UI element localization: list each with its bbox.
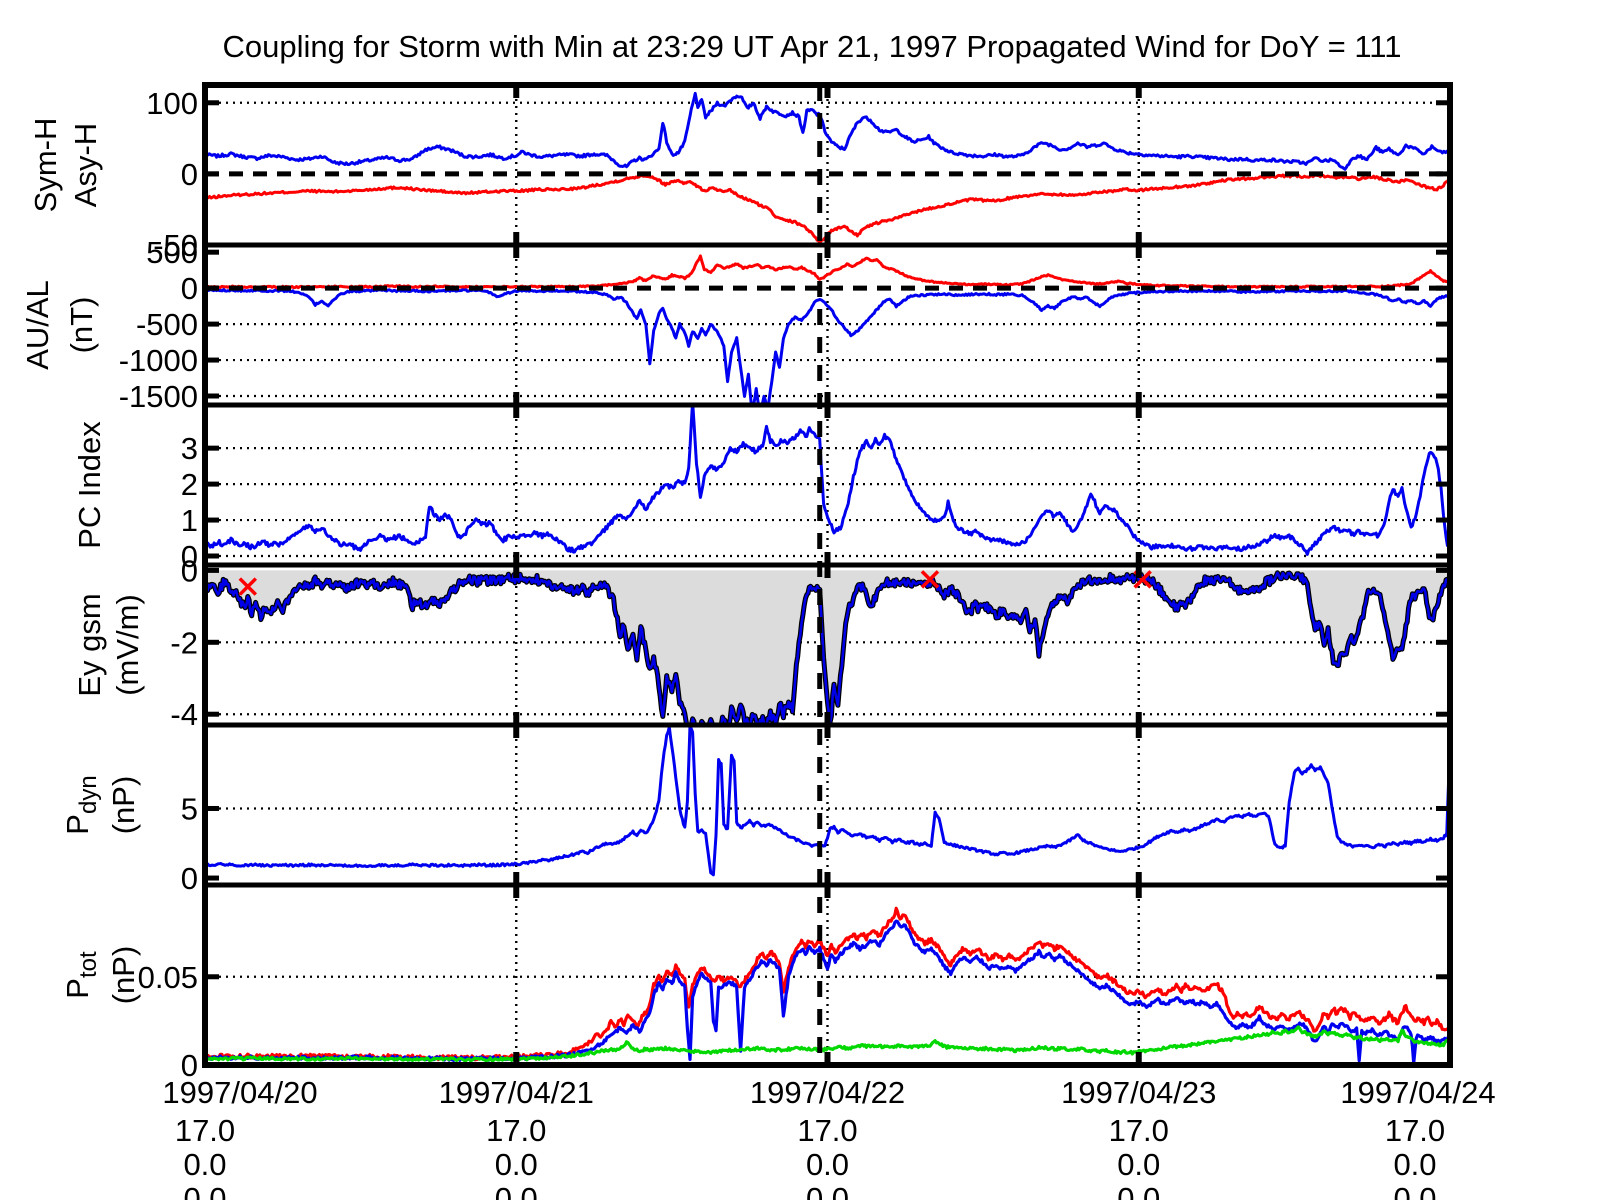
chart-title: Coupling for Storm with Min at 23:29 UT … bbox=[223, 29, 1402, 64]
ytick-label-au_al: -1000 bbox=[119, 343, 198, 378]
ytick-label-pc_index: 3 bbox=[181, 431, 198, 466]
ytick-label-au_al: -500 bbox=[136, 307, 198, 342]
panel-p_tot bbox=[205, 885, 1450, 1065]
ytick-label-p_dyn: 5 bbox=[181, 791, 198, 826]
ytick-label-pc_index: 1 bbox=[181, 503, 198, 538]
panel-p_dyn bbox=[205, 725, 1450, 885]
x-marker bbox=[920, 570, 940, 589]
panel-label-p_tot-0: Ptot bbox=[60, 951, 102, 999]
panel-label-p_tot-1: (nP) bbox=[106, 946, 141, 1005]
plot-border bbox=[202, 82, 1453, 1068]
xtick-row-2: 0.0 bbox=[183, 1147, 226, 1182]
ytick-label-ey_gsm: -2 bbox=[170, 625, 198, 660]
xtick-date: 1997/04/22 bbox=[750, 1075, 905, 1110]
panel-label-sym_asy-1: Asy-H bbox=[68, 123, 103, 207]
xtick-date: 1997/04/20 bbox=[162, 1075, 317, 1110]
xtick-row-3: 0.0 bbox=[1117, 1181, 1160, 1200]
series-Sym-H bbox=[205, 91, 1450, 171]
ytick-label-pc_index: 0 bbox=[181, 539, 198, 574]
ytick-label-au_al: 500 bbox=[146, 235, 198, 270]
xtick-row-2: 0.0 bbox=[495, 1147, 538, 1182]
series-fill-Ey bbox=[205, 570, 1450, 725]
xtick-date: 1997/04/23 bbox=[1061, 1075, 1216, 1110]
ytick-label-sym_asy: 100 bbox=[146, 86, 198, 121]
panel-label-au_al-0: AU/AL bbox=[20, 280, 55, 370]
panel-label-p_dyn-0: Pdyn bbox=[60, 775, 102, 834]
panel-label-sub: tot bbox=[75, 951, 102, 978]
xtick-row-1: 17.0 bbox=[1385, 1113, 1445, 1148]
panel-label-ey_gsm-1: (mV/m) bbox=[110, 594, 145, 696]
panel-label-au_al-1: (nT) bbox=[64, 297, 99, 354]
ytick-label-p_tot: 0 bbox=[181, 1048, 198, 1083]
xtick-row-2: 0.0 bbox=[1393, 1147, 1436, 1182]
xtick-row-2: 0.0 bbox=[1117, 1147, 1160, 1182]
panel-au_al bbox=[205, 245, 1450, 405]
panel-label-p_dyn-1: (nP) bbox=[106, 776, 141, 835]
series-Ptot-green bbox=[205, 1025, 1450, 1063]
ytick-label-sym_asy: -50 bbox=[153, 228, 198, 263]
ytick-label-p_dyn: 0 bbox=[181, 861, 198, 896]
panel-pc_index bbox=[205, 405, 1450, 565]
ytick-label-sym_asy: 0 bbox=[181, 157, 198, 192]
series-PC bbox=[205, 405, 1450, 556]
panel-ey_gsm bbox=[205, 565, 1450, 725]
series-Ey bbox=[205, 571, 1450, 725]
panel-sym_asy bbox=[205, 85, 1450, 245]
panel-label-sym_asy-0: Sym-H bbox=[28, 118, 63, 213]
xtick-row-3: 0.0 bbox=[1393, 1181, 1436, 1200]
x-marker bbox=[1133, 570, 1152, 589]
xtick-row-2: 0.0 bbox=[806, 1147, 849, 1182]
xtick-date: 1997/04/24 bbox=[1340, 1075, 1495, 1110]
xtick-date: 1997/04/21 bbox=[439, 1075, 594, 1110]
ytick-label-ey_gsm: 0 bbox=[181, 553, 198, 588]
panel-label-sub: dyn bbox=[75, 775, 102, 814]
xtick-row-1: 17.0 bbox=[486, 1113, 546, 1148]
ytick-label-ey_gsm: -4 bbox=[170, 697, 198, 732]
ytick-label-pc_index: 2 bbox=[181, 467, 198, 502]
x-marker bbox=[238, 577, 258, 596]
xtick-row-3: 0.0 bbox=[806, 1181, 849, 1200]
xtick-row-1: 17.0 bbox=[1109, 1113, 1169, 1148]
ytick-label-au_al: 0 bbox=[181, 271, 198, 306]
xtick-row-3: 0.0 bbox=[495, 1181, 538, 1200]
xtick-row-1: 17.0 bbox=[797, 1113, 857, 1148]
ytick-label-au_al: -1500 bbox=[119, 379, 198, 414]
panel-label-pc_index-0: PC Index bbox=[72, 421, 107, 549]
ytick-label-p_tot: 0.05 bbox=[138, 960, 198, 995]
xtick-row-3: 0.0 bbox=[183, 1181, 226, 1200]
series-Pdyn bbox=[205, 725, 1450, 877]
xtick-row-1: 17.0 bbox=[175, 1113, 235, 1148]
series-AL bbox=[205, 287, 1450, 405]
panel-label-ey_gsm-0: Ey gsm bbox=[72, 593, 107, 696]
